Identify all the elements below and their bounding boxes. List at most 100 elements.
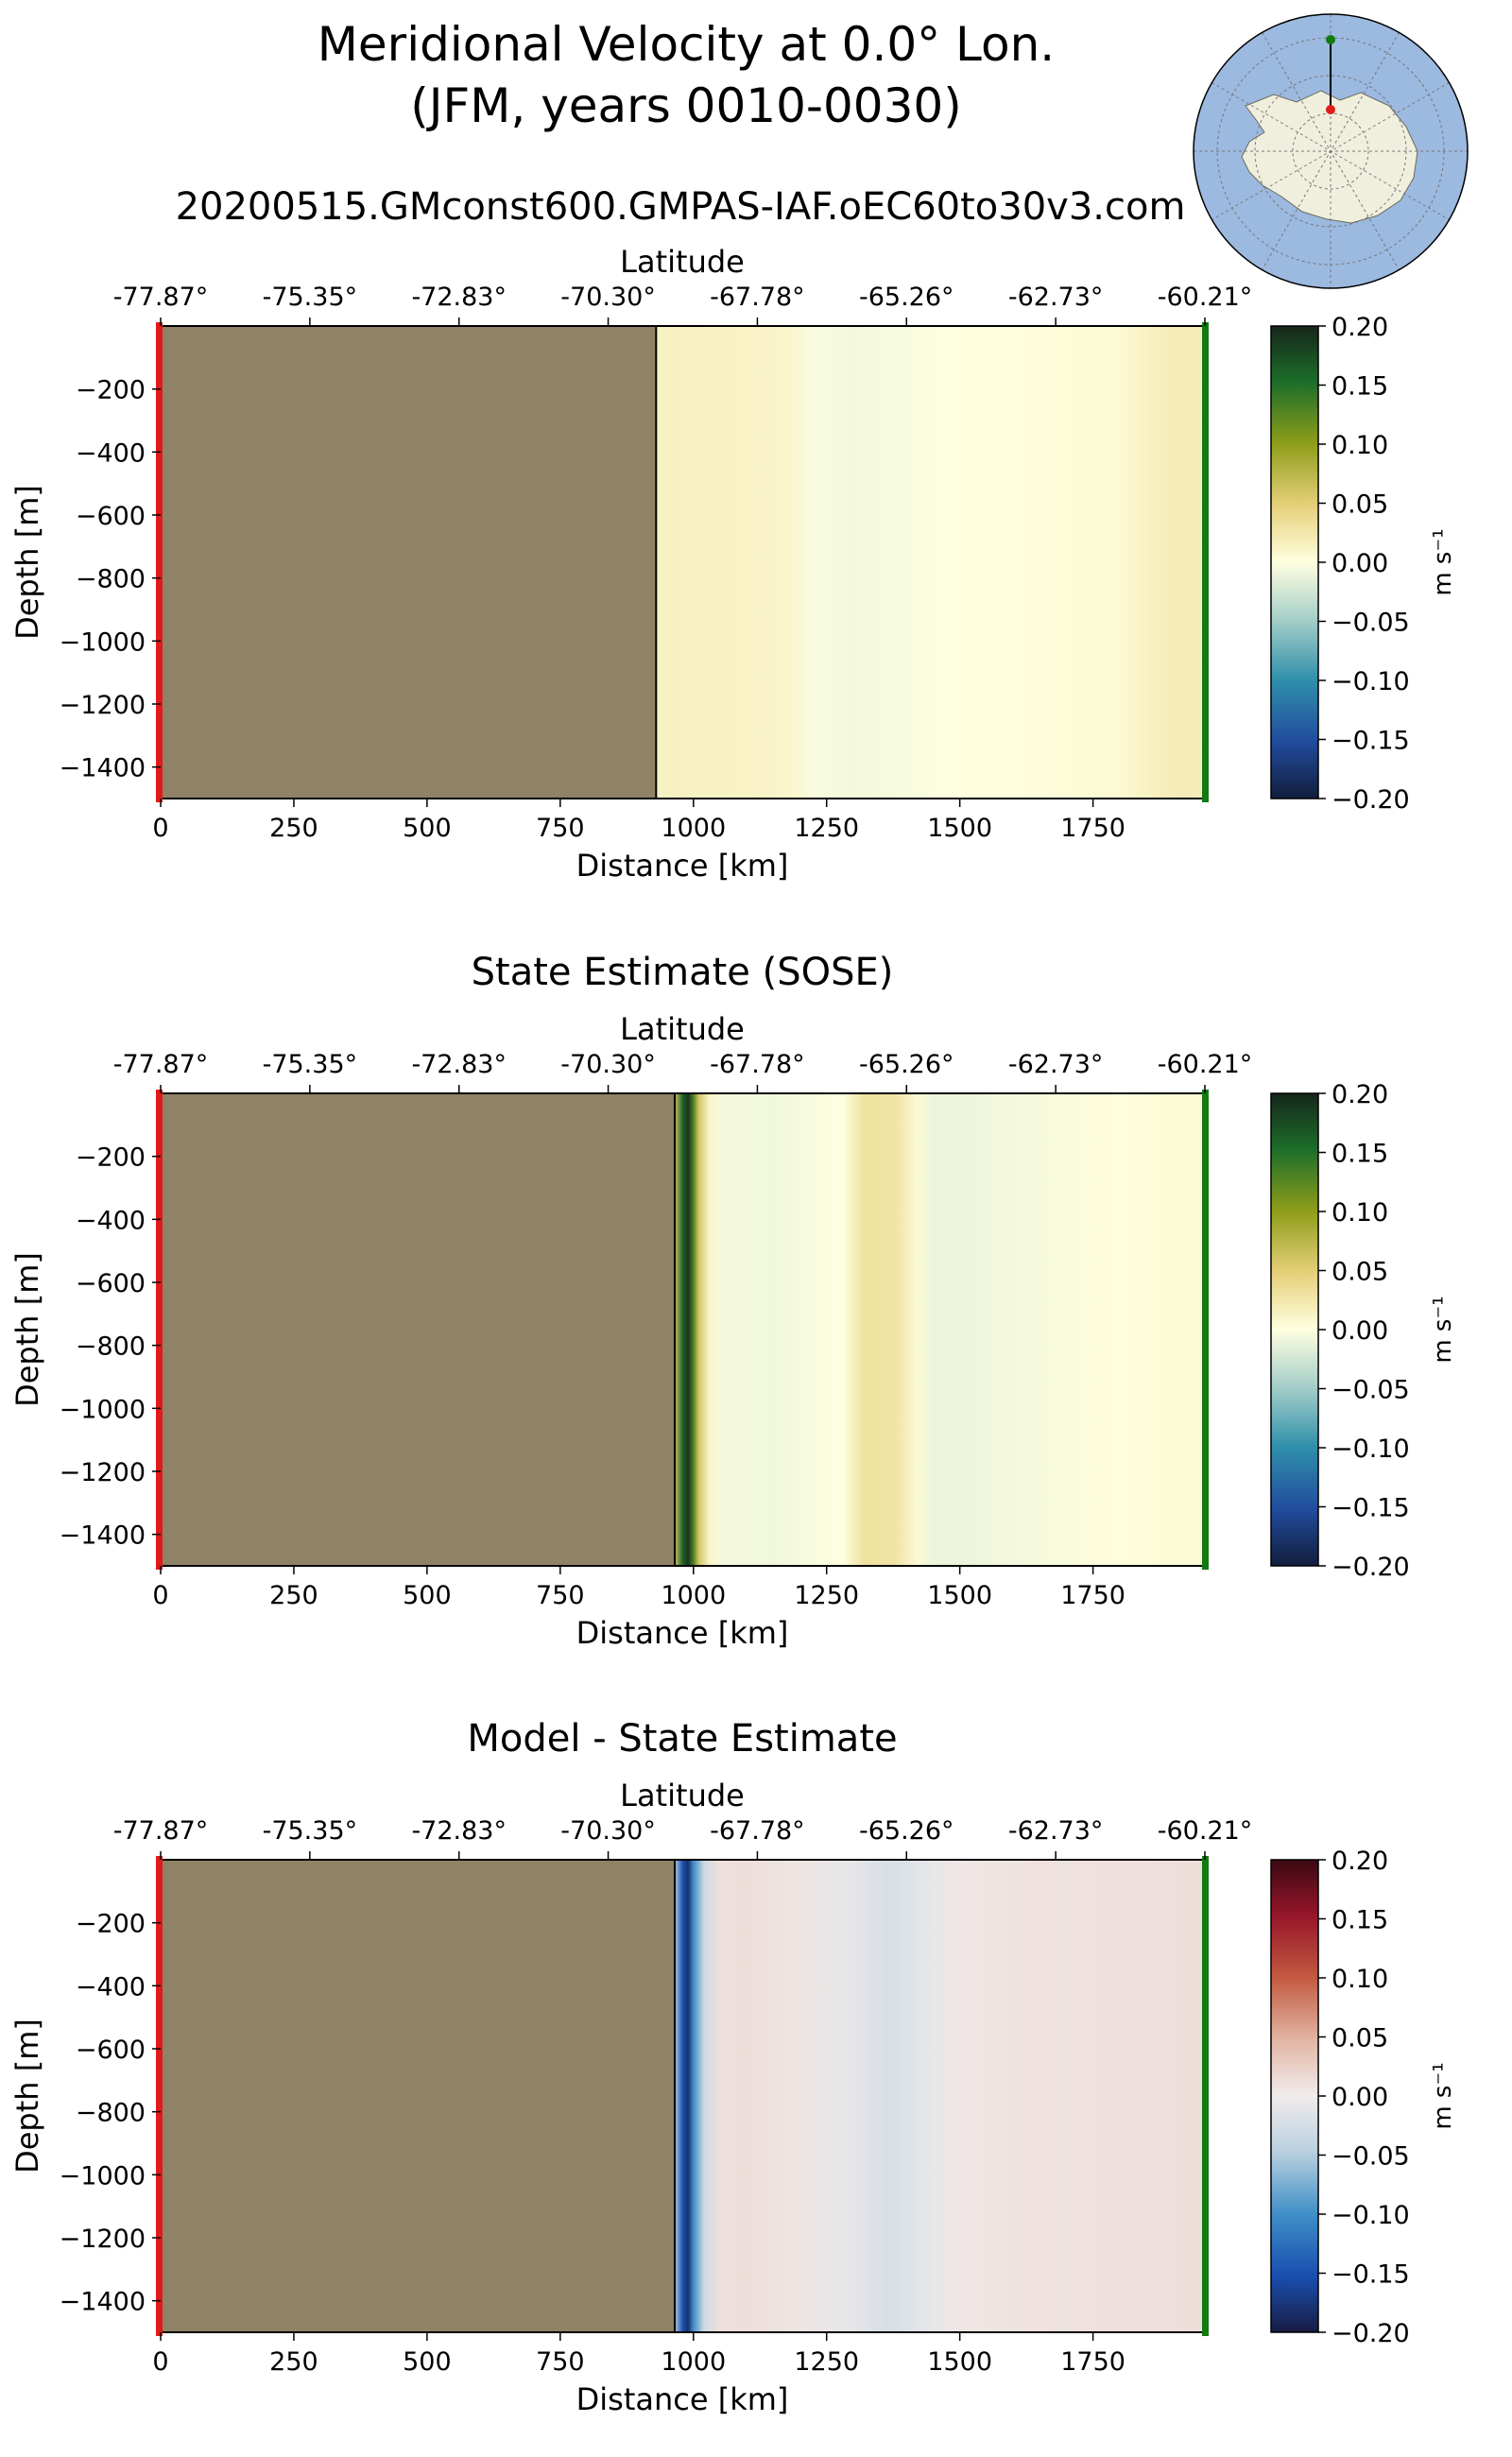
colorbar [1270,1859,1319,2333]
colorbar-tick-label: −0.05 [1332,1376,1410,1405]
start-marker-bar [156,1856,163,2336]
lat-tick-label: -65.26° [859,1816,954,1846]
end-marker-bar [1202,1090,1209,1570]
x-tick-label: 1250 [794,2347,859,2377]
colorbar-label: m s⁻¹ [1429,2062,1457,2129]
x-tick-label: 250 [269,814,318,843]
colorbar-tick-label: −0.20 [1332,2319,1410,2348]
x-tick-label: 1500 [927,2347,992,2377]
colorbar-tick-label: 0.00 [1332,549,1388,578]
x-tick-label: 750 [536,2347,585,2377]
x-tick-label: 250 [269,2347,318,2377]
x-tick-label: 1750 [1060,814,1125,843]
y-tick-label: −1000 [60,1395,146,1424]
y-axis-label: Depth [m] [9,2019,45,2174]
y-tick-label: −1200 [60,1458,146,1487]
colorbar-tick-label: 0.05 [1332,2024,1388,2053]
lat-tick-label: -75.35° [263,283,358,312]
colorbar-tick-label: 0.00 [1332,2083,1388,2112]
y-tick-label: −1400 [60,1521,146,1551]
panel-title: Model - State Estimate [467,1717,897,1761]
start-marker-bar [156,322,163,802]
lat-tick-label: -62.73° [1008,1816,1104,1846]
y-tick-label: −1400 [60,2288,146,2317]
y-tick-label: −800 [76,565,146,594]
x-tick-label: 1500 [927,814,992,843]
y-tick-label: −1400 [60,754,146,783]
inset-meridian [1211,82,1450,220]
lat-tick-label: -70.30° [560,283,656,312]
colorbar-tick-label: −0.20 [1332,785,1410,815]
x-tick-label: 1750 [1060,1581,1125,1610]
x-tick-label: 0 [152,814,168,843]
y-tick-label: −1000 [60,627,146,657]
colorbar [1270,1092,1319,1567]
lat-tick-label: -60.21° [1158,283,1253,312]
x-tick-label: 1000 [661,1581,726,1610]
lat-tick-label: -75.35° [263,1050,358,1079]
panel-sose: State Estimate (SOSE) Latitude 0 250 500 750 1… [9,951,1457,1651]
lat-tick-label: -72.83° [411,1816,507,1846]
y-axis-label: Depth [m] [9,485,45,640]
x-tick-label: 1000 [661,2347,726,2377]
x-tick-label: 500 [403,1581,452,1610]
figure-title-line1: Meridional Velocity at 0.0° Lon. [318,17,1055,72]
lat-tick-label: -67.78° [710,1816,805,1846]
lat-tick-label: -65.26° [859,283,954,312]
top-axis-label: Latitude [620,1011,745,1047]
panel-difference: Model - State Estimate Latitude 0 250 500 750… [9,1717,1457,2417]
inset-border [1193,13,1469,289]
end-marker-bar [1202,1856,1209,2336]
run-name: 20200515.GMconst600.GMPAS-IAF.oEC60to30v… [176,185,1186,229]
colorbar-tick-label: −0.15 [1332,2260,1410,2290]
x-tick-label: 1250 [794,1581,859,1610]
end-marker-bar [1202,322,1209,802]
colorbar-tick-label: 0.15 [1332,1140,1388,1169]
x-tick-label: 500 [403,2347,452,2377]
y-tick-label: −1200 [60,691,146,720]
colorbar-tick-label: −0.10 [1332,667,1410,696]
lat-tick-label: -65.26° [859,1050,954,1079]
colorbar-tick-label: −0.20 [1332,1553,1410,1582]
lat-tick-label: -62.73° [1008,1050,1104,1079]
y-tick-label: −800 [76,1332,146,1362]
colorbar-tick-label: 0.20 [1332,1847,1388,1876]
figure-title-line2: (JFM, years 0010-0030) [410,78,961,133]
y-tick-label: −800 [76,2099,146,2128]
land-mask [161,1860,676,2332]
lat-tick-label: -67.78° [710,1050,805,1079]
inset-antarctica [1241,90,1418,224]
lat-tick-label: -67.78° [710,283,805,312]
lat-tick-label: -72.83° [411,283,507,312]
y-tick-label: −1200 [60,2225,146,2254]
colorbar-tick-label: 0.10 [1332,1965,1388,1994]
colorbar-tick-label: −0.10 [1332,2201,1410,2230]
colorbar-label: m s⁻¹ [1429,528,1457,595]
colorbar-tick-label: 0.05 [1332,490,1388,520]
colorbar-tick-label: 0.15 [1332,1906,1388,1935]
x-tick-label: 250 [269,1581,318,1610]
lat-tick-label: -60.21° [1158,1050,1253,1079]
colorbar-tick-label: −0.10 [1332,1435,1410,1464]
y-tick-label: −400 [76,438,146,468]
top-axis-label: Latitude [620,1778,745,1813]
lat-tick-label: -77.87° [113,283,209,312]
colorbar-tick-label: 0.20 [1332,313,1388,342]
y-axis-label: Depth [m] [9,1252,45,1407]
x-axis-label: Distance [km] [576,2381,789,2417]
y-tick-label: −200 [76,376,146,405]
x-tick-label: 0 [152,1581,168,1610]
panel-model: Latitude 0 250 500 750 1000 1250 1500 1750 Distan… [9,244,1457,884]
x-tick-label: 750 [536,1581,585,1610]
lat-tick-label: -60.21° [1158,1816,1253,1846]
x-tick-label: 1500 [927,1581,992,1610]
y-tick-label: −200 [76,1910,146,1939]
top-axis-label: Latitude [620,244,745,280]
x-axis-label: Distance [km] [576,1615,789,1651]
y-tick-label: −600 [76,1269,146,1298]
lat-tick-label: -77.87° [113,1050,209,1079]
lat-tick-label: -77.87° [113,1816,209,1846]
x-tick-label: 1000 [661,814,726,843]
x-tick-label: 1750 [1060,2347,1125,2377]
